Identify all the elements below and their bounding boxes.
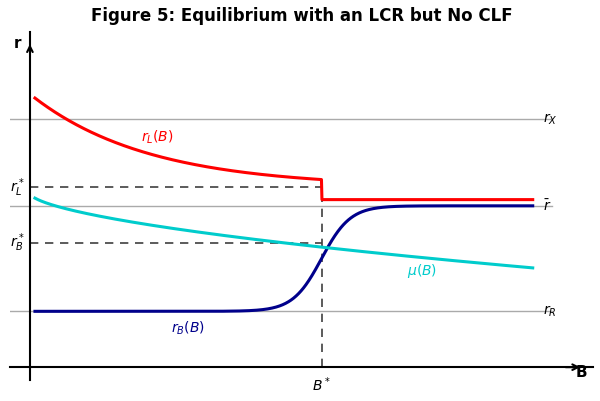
Text: $B^*$: $B^*$ bbox=[312, 375, 331, 393]
Text: B: B bbox=[575, 365, 587, 380]
Text: $r_L(B)$: $r_L(B)$ bbox=[140, 129, 173, 146]
Text: r: r bbox=[14, 36, 21, 51]
Text: $r_B(B)$: $r_B(B)$ bbox=[171, 320, 205, 338]
Text: $r^*_L$: $r^*_L$ bbox=[10, 176, 25, 198]
Text: $r_X$: $r_X$ bbox=[543, 111, 557, 127]
Text: $r_R$: $r_R$ bbox=[543, 304, 556, 319]
Title: Figure 5: Equilibrium with an LCR but No CLF: Figure 5: Equilibrium with an LCR but No… bbox=[91, 7, 512, 25]
Text: $\mu(B)$: $\mu(B)$ bbox=[407, 262, 437, 279]
Text: $\bar{r}$: $\bar{r}$ bbox=[543, 198, 551, 214]
Text: $r^*_B$: $r^*_B$ bbox=[10, 232, 25, 254]
